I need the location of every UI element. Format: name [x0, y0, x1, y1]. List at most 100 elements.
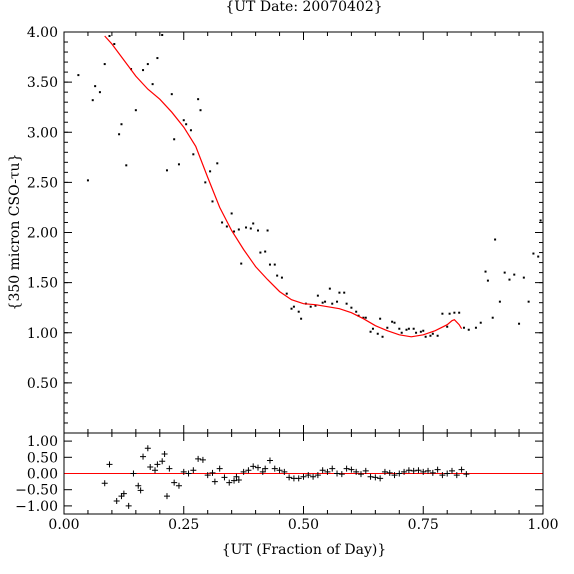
data-point [458, 311, 461, 314]
residual-point [209, 469, 216, 476]
residual-point [240, 468, 247, 475]
residual-point [295, 475, 302, 482]
residual-point [401, 468, 408, 475]
data-point [522, 276, 525, 279]
residual-point [343, 465, 350, 472]
data-point [429, 334, 432, 337]
residual-plot-frame [63, 432, 544, 515]
residual-point [367, 473, 374, 480]
residual-y-tick-label: −0.50 [15, 483, 58, 499]
main-y-tick-label: 3.50 [27, 75, 58, 91]
residual-point [159, 458, 166, 465]
residual-point [120, 490, 127, 497]
residual-point [420, 468, 427, 475]
data-point [491, 316, 494, 319]
residual-point [130, 470, 137, 477]
residual-point [166, 465, 173, 472]
residual-point [147, 464, 154, 471]
residual-point [319, 467, 326, 474]
data-point [259, 251, 262, 254]
residual-y-tick-label: 1.00 [27, 434, 58, 450]
residual-point [324, 468, 331, 475]
data-point [474, 326, 477, 329]
residual-point [439, 472, 446, 479]
residual-point [377, 475, 384, 482]
data-point [393, 321, 396, 324]
data-point [292, 305, 295, 308]
data-point [120, 123, 123, 126]
residual-y-tick-label: 0.00 [27, 467, 58, 483]
residual-point [429, 469, 436, 476]
fit-curve [104, 35, 463, 338]
residual-point [362, 467, 369, 474]
data-point [379, 317, 382, 320]
data-point [331, 302, 334, 305]
residual-point [286, 474, 293, 481]
data-point [170, 93, 173, 96]
data-point [407, 327, 410, 330]
data-point [197, 98, 200, 101]
data-point [441, 312, 444, 315]
residual-point [425, 467, 432, 474]
data-point [264, 250, 267, 253]
residual-point [226, 479, 233, 486]
data-point [364, 316, 367, 319]
data-point [151, 83, 154, 86]
data-point [285, 292, 288, 295]
data-point [173, 138, 176, 141]
data-point [532, 252, 535, 255]
residual-point [448, 467, 455, 474]
residual-point [235, 476, 242, 483]
main-y-tick-label: 1.50 [27, 276, 58, 292]
data-point [245, 226, 248, 229]
data-point [431, 332, 434, 335]
data-point [328, 287, 331, 290]
residual-point [262, 465, 269, 472]
data-point [400, 331, 403, 334]
data-point [494, 238, 497, 241]
data-point [316, 294, 319, 297]
data-point [146, 63, 149, 66]
data-point [350, 306, 353, 309]
residual-point [113, 498, 120, 505]
data-point [185, 123, 188, 126]
residual-point [245, 467, 252, 474]
main-plot-panel: 0.50 1.00 1.50 2.00 2.50 3.00 3.50 4.00 [27, 25, 544, 434]
residual-point [372, 474, 379, 481]
x-tick-label: 0.75 [408, 517, 439, 533]
residual-point [216, 465, 223, 472]
residual-point [329, 465, 336, 472]
residual-point [125, 502, 132, 509]
data-point [314, 304, 317, 307]
data-point [321, 301, 324, 304]
residual-point [190, 467, 197, 474]
data-point [86, 179, 89, 182]
data-point [419, 330, 422, 333]
data-point [484, 270, 487, 273]
residual-point [405, 467, 412, 474]
main-y-tick-label: 2.00 [27, 226, 58, 242]
residual-point [310, 473, 317, 480]
x-tick-label: 0.00 [48, 517, 79, 533]
data-point [233, 230, 236, 233]
residual-point [175, 482, 182, 489]
residual-point [463, 471, 470, 478]
data-point [290, 307, 293, 310]
residual-point [211, 478, 218, 485]
data-point [94, 85, 97, 88]
residual-point [348, 466, 355, 473]
data-point [204, 181, 207, 184]
residual-point [453, 472, 460, 479]
data-point [422, 329, 425, 332]
data-point [398, 327, 401, 330]
data-point [486, 279, 489, 282]
residual-point [185, 470, 192, 477]
data-point [256, 229, 259, 232]
main-y-tick-label: 1.00 [27, 326, 58, 342]
residual-point [137, 487, 144, 494]
data-point [199, 109, 202, 112]
main-y-axis-label: {350 micron CSO-τu} [7, 154, 23, 311]
data-point [436, 334, 439, 337]
data-point [381, 335, 384, 338]
data-point [252, 222, 255, 225]
